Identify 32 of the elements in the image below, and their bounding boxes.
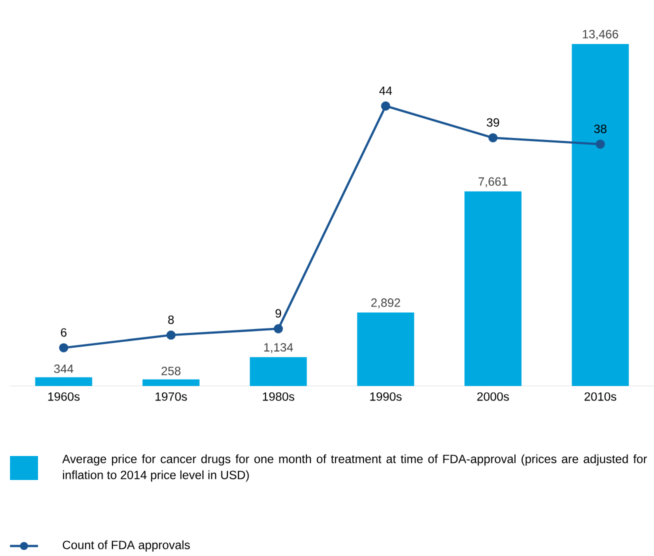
point (381, 101, 390, 111)
x-tick-label: 1980s (262, 392, 294, 401)
data-label: 44 (379, 86, 392, 95)
point (488, 133, 498, 142)
bar (357, 312, 414, 386)
bar (572, 44, 629, 386)
data-label: 38 (594, 124, 606, 134)
data-label: 2,892 (371, 298, 400, 308)
data-label: 6 (60, 328, 66, 337)
x-tick-label: 1990s (370, 392, 402, 401)
data-label: 9 (276, 309, 282, 318)
data-label: 344 (54, 364, 74, 374)
point (166, 330, 176, 340)
data-label: 39 (486, 118, 500, 127)
data-label: 1,134 (264, 343, 293, 353)
point (274, 324, 283, 334)
bar (142, 379, 200, 386)
point (59, 343, 68, 352)
x-tick-label: 1960s (48, 392, 80, 401)
data-label: 8 (168, 315, 174, 324)
legend-label: Count of FDA approvals (62, 540, 190, 552)
legend-label: Average price for cancer drugs for one month of treatment at time of FDA-approval (prices are adjusted for inflation to 2014 price level in USD) (62, 454, 647, 482)
point (596, 140, 605, 149)
bar (35, 377, 92, 386)
x-tick-label: 1970s (156, 392, 187, 401)
data-label: 13,466 (582, 30, 618, 40)
x-tick-label: 2000s (477, 392, 509, 401)
x-tick-label: 2010s (584, 392, 616, 401)
data-label: 7,661 (478, 177, 508, 188)
bar (464, 191, 522, 386)
data-label: 258 (162, 366, 180, 376)
bar (250, 357, 307, 386)
